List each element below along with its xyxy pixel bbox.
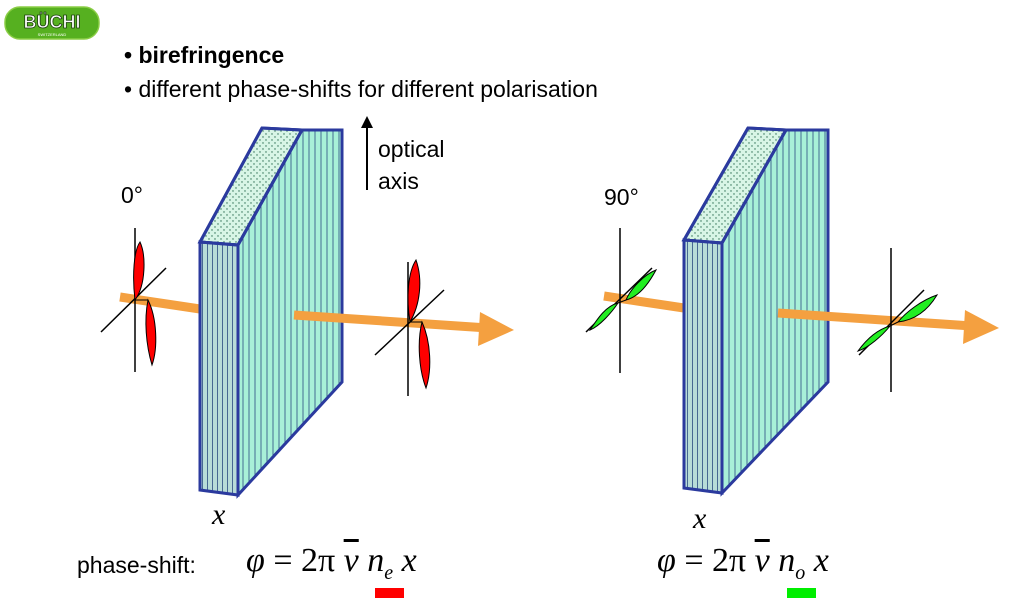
left-angle-label: 0° bbox=[121, 182, 143, 208]
left-formula-n: n bbox=[367, 542, 385, 579]
right-formula-nu: ν bbox=[754, 542, 770, 579]
right-index-marker bbox=[787, 588, 816, 598]
left-outgoing-wave bbox=[407, 258, 431, 390]
left-formula-nu: ν bbox=[343, 542, 359, 579]
left-formula-phi: φ bbox=[246, 542, 265, 579]
right-formula: φ = 2π ν no x bbox=[657, 542, 829, 585]
left-formula: φ = 2π ν ne x bbox=[246, 542, 417, 585]
left-waveplate bbox=[197, 126, 344, 499]
right-outgoing-beam bbox=[777, 308, 999, 344]
right-formula-eq: = 2π bbox=[675, 542, 755, 579]
left-outgoing-axes bbox=[374, 262, 445, 396]
right-waveplate bbox=[681, 126, 830, 497]
right-outgoing-wave bbox=[856, 294, 939, 352]
left-thickness-label: x bbox=[212, 498, 226, 531]
logo-text: BÜCHI bbox=[24, 12, 81, 32]
optical-axis-label-line2: axis bbox=[378, 168, 419, 194]
right-thickness-label: x bbox=[693, 502, 707, 535]
right-incoming-beam bbox=[603, 291, 685, 313]
left-outgoing-beam bbox=[293, 310, 514, 346]
left-formula-x: x bbox=[401, 542, 417, 579]
right-formula-n: n bbox=[778, 542, 796, 579]
buchi-logo: BÜCHI SWITZERLAND bbox=[4, 6, 100, 40]
right-setup bbox=[585, 126, 999, 497]
right-formula-x: x bbox=[813, 542, 829, 579]
logo-subtext: SWITZERLAND bbox=[38, 32, 67, 37]
bullet-birefringence: • birefringence bbox=[124, 42, 285, 68]
left-formula-eq: = 2π bbox=[264, 542, 344, 579]
right-incoming-wave bbox=[588, 269, 658, 332]
left-incoming-beam bbox=[119, 292, 201, 314]
left-index-marker bbox=[375, 588, 404, 598]
optical-axis-label-line1: optical bbox=[378, 136, 445, 162]
phase-shift-prefix: phase-shift: bbox=[77, 552, 196, 578]
right-formula-sub: o bbox=[795, 561, 806, 584]
right-formula-phi: φ bbox=[657, 542, 676, 579]
right-angle-label: 90° bbox=[604, 184, 639, 210]
optical-axis-arrow bbox=[361, 116, 373, 190]
left-incoming-wave bbox=[133, 241, 157, 367]
left-setup bbox=[100, 126, 514, 499]
bullet-phase-shifts: • different phase-shifts for different p… bbox=[124, 76, 598, 102]
left-formula-sub: e bbox=[384, 561, 394, 584]
